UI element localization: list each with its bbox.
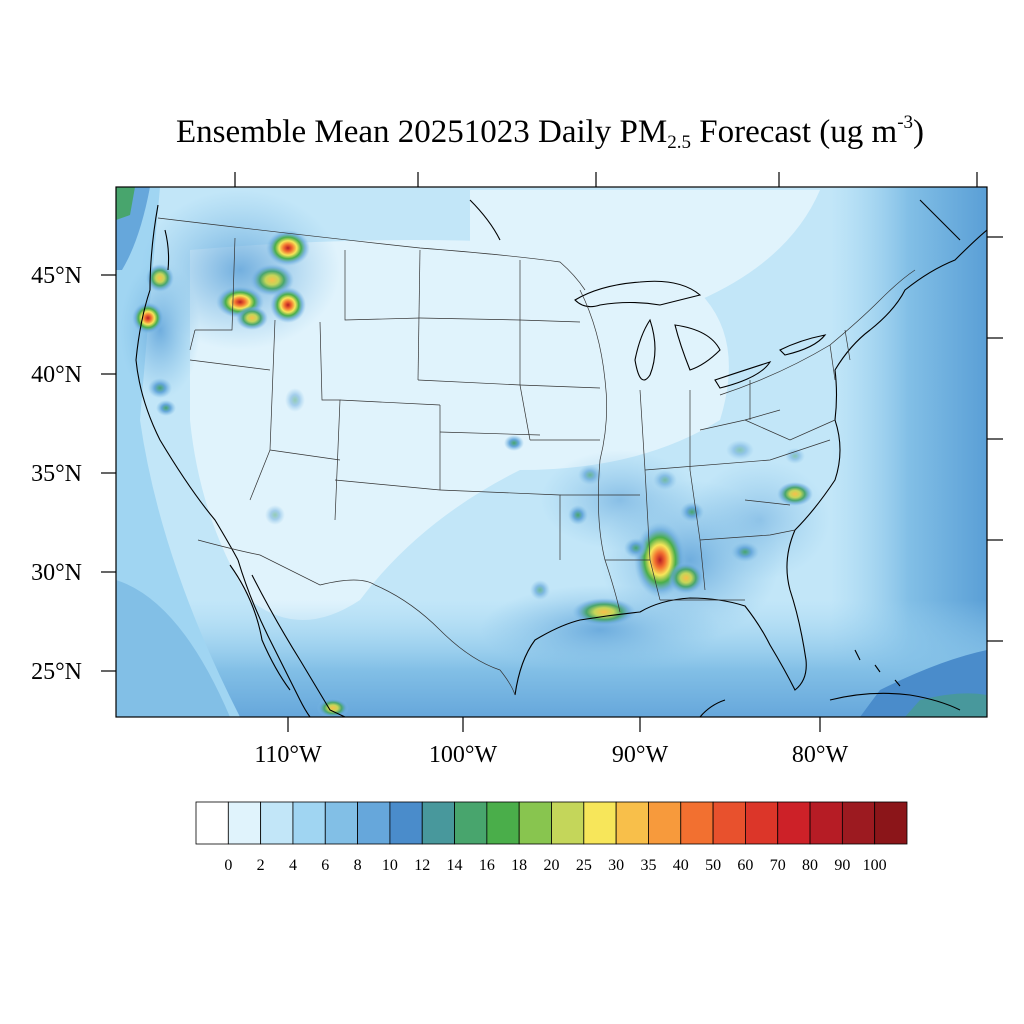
- colorbar-tick-label: 8: [354, 857, 362, 874]
- colorbar-tick-label: 40: [673, 857, 689, 874]
- colorbar-tick-label: 35: [640, 857, 656, 874]
- colorbar-tick-label: 30: [608, 857, 624, 874]
- colorbar-tick-label: 60: [737, 857, 753, 874]
- colorbar-swatch: [421, 801, 455, 845]
- colorbar-tick-label: 20: [544, 857, 560, 874]
- lon-label-80: 80°W: [792, 742, 849, 768]
- colorbar-swatch: [389, 801, 423, 845]
- bottom-ticks: [287, 717, 821, 732]
- colorbar-swatch: [680, 801, 714, 845]
- colorbar-swatch: [227, 801, 262, 845]
- colorbar-swatch: [615, 801, 649, 845]
- left-ticks: [101, 274, 116, 672]
- colorbar-swatch: [551, 801, 585, 845]
- latitude-labels: 45°N 40°N 35°N 30°N 25°N: [31, 263, 82, 685]
- colorbar-swatch: [809, 801, 843, 845]
- lat-label-40: 40°N: [31, 362, 82, 388]
- colorbar-tick-label: 0: [224, 857, 232, 874]
- colorbar-swatch: [454, 801, 488, 845]
- pm25-field: [116, 187, 987, 717]
- colorbar-tick-label: 14: [447, 857, 463, 874]
- colorbar-swatch: [260, 801, 294, 845]
- map-frame: [115, 186, 988, 718]
- map-title: Ensemble Mean 20251023 Daily PM2.5 Forec…: [175, 112, 925, 153]
- colorbar-swatch: [518, 801, 552, 845]
- lon-label-100: 100°W: [429, 742, 498, 768]
- colorbar-swatch: [777, 801, 811, 845]
- lat-label-30: 30°N: [31, 560, 82, 586]
- colorbar-swatch: [874, 801, 908, 845]
- colorbar-swatch: [486, 801, 520, 845]
- colorbar-swatch: [195, 801, 229, 845]
- colorbar-tick-label: 4: [289, 857, 297, 874]
- colorbar-labels: 0 2 4 6 8 10 12 14 16 18 20 25 30 35 40 50 60 70 80 90 100: [224, 857, 886, 874]
- coastlines: [135, 199, 987, 717]
- colorbar: [195, 801, 908, 845]
- colorbar-tick-label: 10: [382, 857, 398, 874]
- lat-label-35: 35°N: [31, 461, 82, 487]
- lon-label-110: 110°W: [254, 742, 322, 768]
- colorbar-tick-label: 25: [576, 857, 592, 874]
- right-ticks: [987, 236, 1003, 642]
- colorbar-swatch: [292, 801, 326, 845]
- colorbar-tick-label: 6: [321, 857, 329, 874]
- lon-label-90: 90°W: [612, 742, 669, 768]
- colorbar-tick-label: 18: [511, 857, 527, 874]
- colorbar-tick-label: 50: [705, 857, 721, 874]
- top-ticks: [234, 172, 978, 187]
- colorbar-tick-label: 2: [257, 857, 265, 874]
- colorbar-swatch: [583, 801, 617, 845]
- lat-label-45: 45°N: [31, 263, 82, 289]
- colorbar-tick-label: 90: [834, 857, 850, 874]
- colorbar-tick-label: 100: [863, 857, 887, 874]
- colorbar-swatch: [648, 801, 682, 845]
- colorbar-tick-label: 16: [479, 857, 495, 874]
- state-borders: [157, 217, 916, 696]
- colorbar-tick-label: 70: [770, 857, 786, 874]
- colorbar-swatch: [745, 801, 779, 845]
- colorbar-swatch: [712, 801, 746, 845]
- longitude-labels: 110°W 100°W 90°W 80°W: [254, 742, 848, 768]
- lat-label-25: 25°N: [31, 659, 82, 685]
- colorbar-tick-label: 12: [414, 857, 430, 874]
- colorbar-swatch: [841, 801, 876, 845]
- colorbar-swatch: [324, 801, 358, 845]
- colorbar-tick-label: 80: [802, 857, 818, 874]
- colorbar-swatch: [357, 801, 391, 845]
